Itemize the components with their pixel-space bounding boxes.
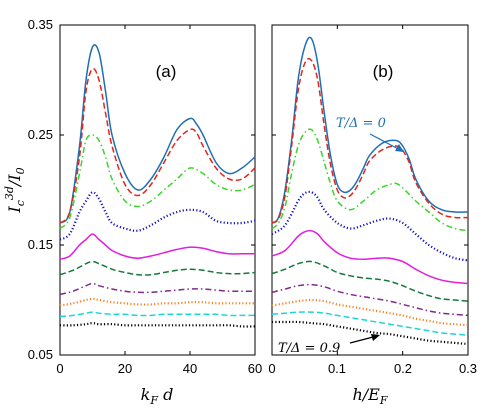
panel-a-label: (a) — [156, 62, 177, 81]
panel-a-series-7 — [59, 282, 255, 296]
panel-a: (a) 0 20 40 60 0.05 0.15 0.25 0.35 kF d … — [3, 17, 262, 407]
panel-a-series-9 — [59, 311, 255, 318]
a-xtick-20: 20 — [118, 361, 132, 376]
panel-b-series-6 — [271, 260, 469, 302]
ylabel: Ic3d/I0 — [3, 167, 27, 213]
panel-a-series-2 — [59, 67, 256, 224]
panel-b-series-5 — [271, 229, 469, 285]
panel-a-series-1 — [59, 44, 256, 224]
ytick-0.25: 0.25 — [28, 127, 53, 142]
a-xtick-40: 40 — [183, 361, 197, 376]
panel-b-series-8 — [271, 298, 469, 327]
panel-b-series-4 — [271, 190, 469, 262]
a-xlabel: kF d — [141, 385, 174, 407]
panel-b-series — [271, 36, 469, 346]
panel-a-series-3 — [59, 134, 256, 230]
panel-a-frame — [59, 24, 256, 356]
b-xtick-0.3: 0.3 — [459, 361, 477, 376]
panel-a-series-10 — [59, 321, 256, 328]
b-xtick-0.1: 0.1 — [328, 361, 346, 376]
panel-a-series-8 — [59, 297, 255, 307]
b-xtick-0.2: 0.2 — [394, 361, 412, 376]
annotation-t09-arrowhead — [371, 334, 380, 341]
panel-a-series-5 — [59, 233, 255, 261]
panel-a-series-6 — [59, 260, 256, 276]
panel-a-series-4 — [59, 191, 256, 241]
panel-b-series-1 — [271, 36, 469, 224]
b-xtick-0: 0 — [268, 361, 275, 376]
panel-b-series-7 — [271, 283, 469, 317]
panel-b-ticks — [271, 24, 469, 356]
panel-a-series — [59, 44, 256, 328]
b-xlabel: h/EF — [352, 385, 387, 407]
annotation-t09: T/Δ = 0.9 — [278, 341, 340, 356]
annotation-t0: T/Δ = 0 — [336, 116, 386, 131]
ytick-0.15: 0.15 — [28, 237, 53, 252]
ytick-0.35: 0.35 — [28, 17, 53, 32]
panel-b-series-9 — [271, 311, 469, 336]
a-xtick-0: 0 — [56, 361, 63, 376]
panel-b: (b) 0 0.1 0.2 0.3 h/EF T/Δ = 0 T/Δ = 0.9 — [268, 24, 477, 407]
panel-b-label: (b) — [373, 62, 394, 81]
annotation-t0-arrowhead — [395, 144, 404, 152]
ytick-0.05: 0.05 — [28, 347, 53, 362]
panel-b-series-10 — [272, 320, 469, 346]
panel-b-frame — [271, 24, 469, 356]
panel-b-series-2 — [271, 57, 469, 224]
panel-a-ticks — [59, 24, 256, 356]
panel-b-series-3 — [271, 128, 469, 232]
a-xtick-60: 60 — [248, 361, 262, 376]
